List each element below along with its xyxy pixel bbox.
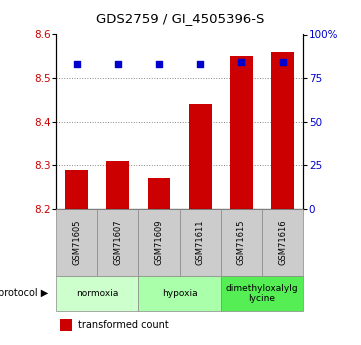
- Point: [197, 61, 203, 67]
- Point: [74, 61, 79, 67]
- Text: GSM71609: GSM71609: [155, 220, 164, 265]
- Text: GSM71615: GSM71615: [237, 220, 246, 265]
- Text: hypoxia: hypoxia: [162, 289, 197, 298]
- Text: protocol ▶: protocol ▶: [0, 288, 49, 298]
- Text: GSM71616: GSM71616: [278, 219, 287, 265]
- Text: GSM71607: GSM71607: [113, 219, 122, 265]
- Point: [156, 61, 162, 67]
- Bar: [189, 104, 212, 209]
- Bar: [65, 169, 88, 209]
- Text: GSM71605: GSM71605: [72, 220, 81, 265]
- Bar: [230, 56, 253, 209]
- Point: [280, 60, 286, 65]
- Text: transformed count: transformed count: [78, 320, 168, 330]
- Bar: [271, 52, 294, 209]
- Point: [239, 60, 244, 65]
- Bar: [148, 178, 170, 209]
- Point: [115, 61, 121, 67]
- Text: dimethyloxalylg
lycine: dimethyloxalylg lycine: [226, 284, 298, 303]
- Text: GSM71611: GSM71611: [196, 220, 205, 265]
- Text: GDS2759 / GI_4505396-S: GDS2759 / GI_4505396-S: [96, 12, 265, 25]
- Bar: [106, 161, 129, 209]
- Text: normoxia: normoxia: [76, 289, 118, 298]
